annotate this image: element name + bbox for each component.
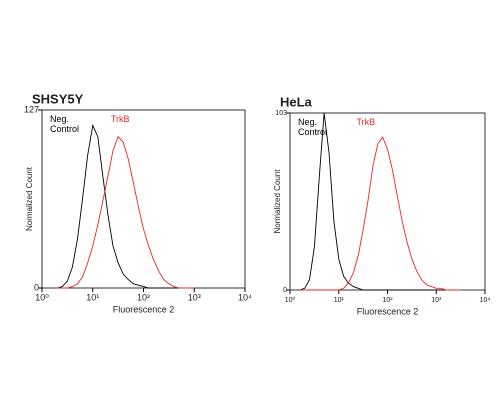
y-axis-label: Normalized Count <box>25 166 34 231</box>
x-tick-label: 10¹ <box>86 292 99 302</box>
legend-label: TrkB <box>110 114 130 124</box>
histogram-line <box>299 136 461 291</box>
x-tick-label: 10⁰ <box>285 296 296 304</box>
legend-label: TrkB <box>356 117 376 127</box>
y-tick-label: 127 <box>24 104 39 114</box>
legend-label: Neg. Control <box>50 114 80 134</box>
y-tick-label: 103 <box>275 110 287 117</box>
x-tick-label: 10² <box>382 297 393 304</box>
x-tick-label: 10² <box>137 292 150 302</box>
y-tick-label: 0 <box>283 287 287 294</box>
x-tick-label: 10⁰ <box>35 292 49 302</box>
plot-frame <box>41 109 246 289</box>
chart-title: SHSY5Y <box>32 91 84 106</box>
legend-label: Neg. Control <box>298 117 328 137</box>
x-tick-label: 10³ <box>431 297 442 304</box>
x-tick-label: 10¹ <box>334 297 345 304</box>
histogram-line <box>57 123 195 289</box>
y-tick-label: 0 <box>34 282 39 292</box>
chart-title: HeLa <box>280 94 313 109</box>
x-tick-label: 10⁴ <box>238 292 252 302</box>
histogram-line <box>299 112 461 291</box>
x-tick-label: 10⁴ <box>480 297 491 304</box>
x-tick-label: 10³ <box>188 292 201 302</box>
plot-frame <box>289 112 486 291</box>
x-axis-label: Fluorescence 2 <box>357 306 419 316</box>
y-axis-label: Normalized Count <box>273 169 282 234</box>
histogram-line <box>57 135 195 289</box>
x-axis-label: Fluorescence 2 <box>113 304 175 314</box>
